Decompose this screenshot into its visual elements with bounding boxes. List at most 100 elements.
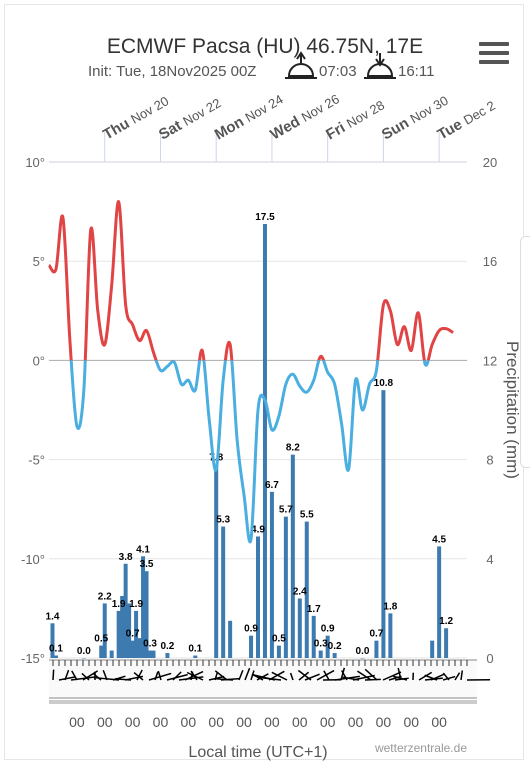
wind-barb [460, 670, 464, 681]
wind-barb [215, 677, 234, 681]
precipitation-value-label: 17.5 [255, 212, 275, 223]
sunrise-icon [285, 51, 317, 79]
wind-barb [81, 672, 90, 681]
precipitation-axis-label: Precipitation (mm) [503, 341, 522, 479]
time-tick-label: 00 [97, 714, 113, 730]
temperature-axis: 10° 5° 0° -5° -10° -15° [21, 155, 45, 666]
precipitation-bar [256, 536, 260, 658]
precipitation-value-label: 0.9 [321, 624, 335, 635]
precipitation-bar [144, 571, 149, 658]
precipitation-value-label: 0.9 [244, 624, 258, 635]
wind-barb [289, 672, 294, 681]
precipitation-value-label: 0.3 [314, 639, 328, 650]
precipitation-bar [262, 224, 267, 658]
precipitation-axis: 20 16 12 8 4 0 [483, 155, 497, 666]
precipitation-bar [130, 640, 135, 658]
precipitation-value-label: 8.2 [286, 443, 300, 454]
precipitation-tick-label: 12 [483, 353, 497, 368]
precipitation-bar [214, 464, 219, 658]
temperature-line-cold [69, 360, 430, 544]
precipitation-tick-label: 0 [486, 651, 493, 666]
x-axis-label: Local time (UTC+1) [188, 744, 327, 761]
precipitation-bar [53, 655, 58, 658]
time-tick-label: 00 [348, 714, 364, 730]
chart-title: ECMWF Pacsa (HU) 46.75N, 17E [107, 35, 423, 58]
precipitation-bar [381, 390, 386, 658]
wind-barb [70, 676, 95, 681]
precipitation-bar [311, 615, 316, 658]
wind-barb [238, 669, 244, 681]
wind-barb [52, 669, 55, 681]
wind-barb [442, 672, 450, 681]
time-tick-label: 00 [320, 714, 336, 730]
precipitation-value-label: 5.7 [279, 505, 293, 516]
time-tick-label: 00 [236, 714, 252, 730]
side-scroll-handle[interactable] [520, 236, 530, 468]
time-tick-label: 00 [403, 714, 419, 730]
sunset-icon [364, 53, 396, 79]
time-tick-label: 00 [181, 714, 197, 730]
precipitation-bar [50, 623, 55, 658]
time-tick-labels: 00 00 00 00 00 00 00 00 00 00 00 00 00 00 [69, 714, 447, 730]
precipitation-bar [123, 563, 128, 658]
wind-barb [340, 667, 346, 681]
sunset-time: 16:11 [398, 63, 434, 80]
time-tick-label: 00 [69, 714, 85, 730]
precipitation-value-label: 1.7 [307, 604, 321, 615]
precipitation-bar [81, 658, 86, 659]
precipitation-value-label: 1.9 [129, 599, 143, 610]
precipitation-bar [304, 521, 309, 658]
precipitation-value-label: 10.8 [374, 378, 394, 389]
precipitation-bar [325, 635, 330, 658]
precipitation-bar [151, 650, 156, 658]
precipitation-value-label: 0.1 [49, 644, 63, 655]
wind-barb [392, 675, 408, 681]
precipitation-bars [50, 224, 449, 659]
wind-barb [364, 668, 378, 681]
time-tick-label: 00 [376, 714, 392, 730]
precipitation-bar [430, 640, 435, 658]
precipitation-value-label: 0.7 [369, 629, 383, 640]
wind-barb [297, 669, 312, 681]
time-tick-label: 00 [431, 714, 447, 730]
precipitation-labels: 1.40.1 0.00.52.21.93.80.71.94.13.50.3 0.2 0… [46, 212, 454, 657]
wind-barb [71, 670, 78, 681]
precipitation-value-label: 5.3 [216, 515, 230, 526]
precipitation-bar [148, 650, 153, 658]
wind-barb [454, 672, 461, 681]
time-tick-label: 00 [264, 714, 280, 730]
credit-label: wetterzentrale.de [374, 741, 467, 755]
precipitation-value-label: 0.0 [77, 646, 91, 657]
temperature-line-warm [47, 200, 454, 361]
precipitation-bar [444, 628, 449, 658]
precipitation-bar [360, 658, 365, 659]
wind-barb [357, 670, 372, 681]
precipitation-value-label: 2.4 [293, 586, 307, 597]
wind-barb [157, 670, 162, 681]
precipitation-tick-label: 16 [483, 254, 497, 269]
hamburger-menu-icon[interactable] [479, 42, 509, 68]
wind-barb [64, 669, 70, 681]
wind-barb [298, 671, 310, 681]
time-tick-label: 00 [292, 714, 308, 730]
precipitation-bar [318, 650, 323, 658]
temperature-tick-label: 10° [25, 155, 45, 170]
precipitation-value-label: 1.8 [383, 601, 397, 612]
precipitation-value-label: 4.1 [136, 544, 150, 555]
wind-barb [154, 671, 159, 681]
precipitation-value-label: 0.7 [126, 629, 140, 640]
wind-barb [172, 671, 182, 681]
wind-barb [442, 675, 456, 681]
wind-barb [342, 676, 360, 681]
precipitation-value-label: 0.3 [143, 639, 157, 650]
temperature-tick-label: -5° [28, 453, 45, 468]
precipitation-value-label: 1.4 [46, 611, 60, 622]
wind-barb [323, 670, 330, 681]
wind-barb [166, 673, 188, 681]
precipitation-bar [388, 613, 393, 658]
precipitation-bar [120, 596, 125, 658]
precipitation-value-label: 3.5 [140, 559, 154, 570]
precipitation-tick-label: 4 [486, 552, 493, 567]
